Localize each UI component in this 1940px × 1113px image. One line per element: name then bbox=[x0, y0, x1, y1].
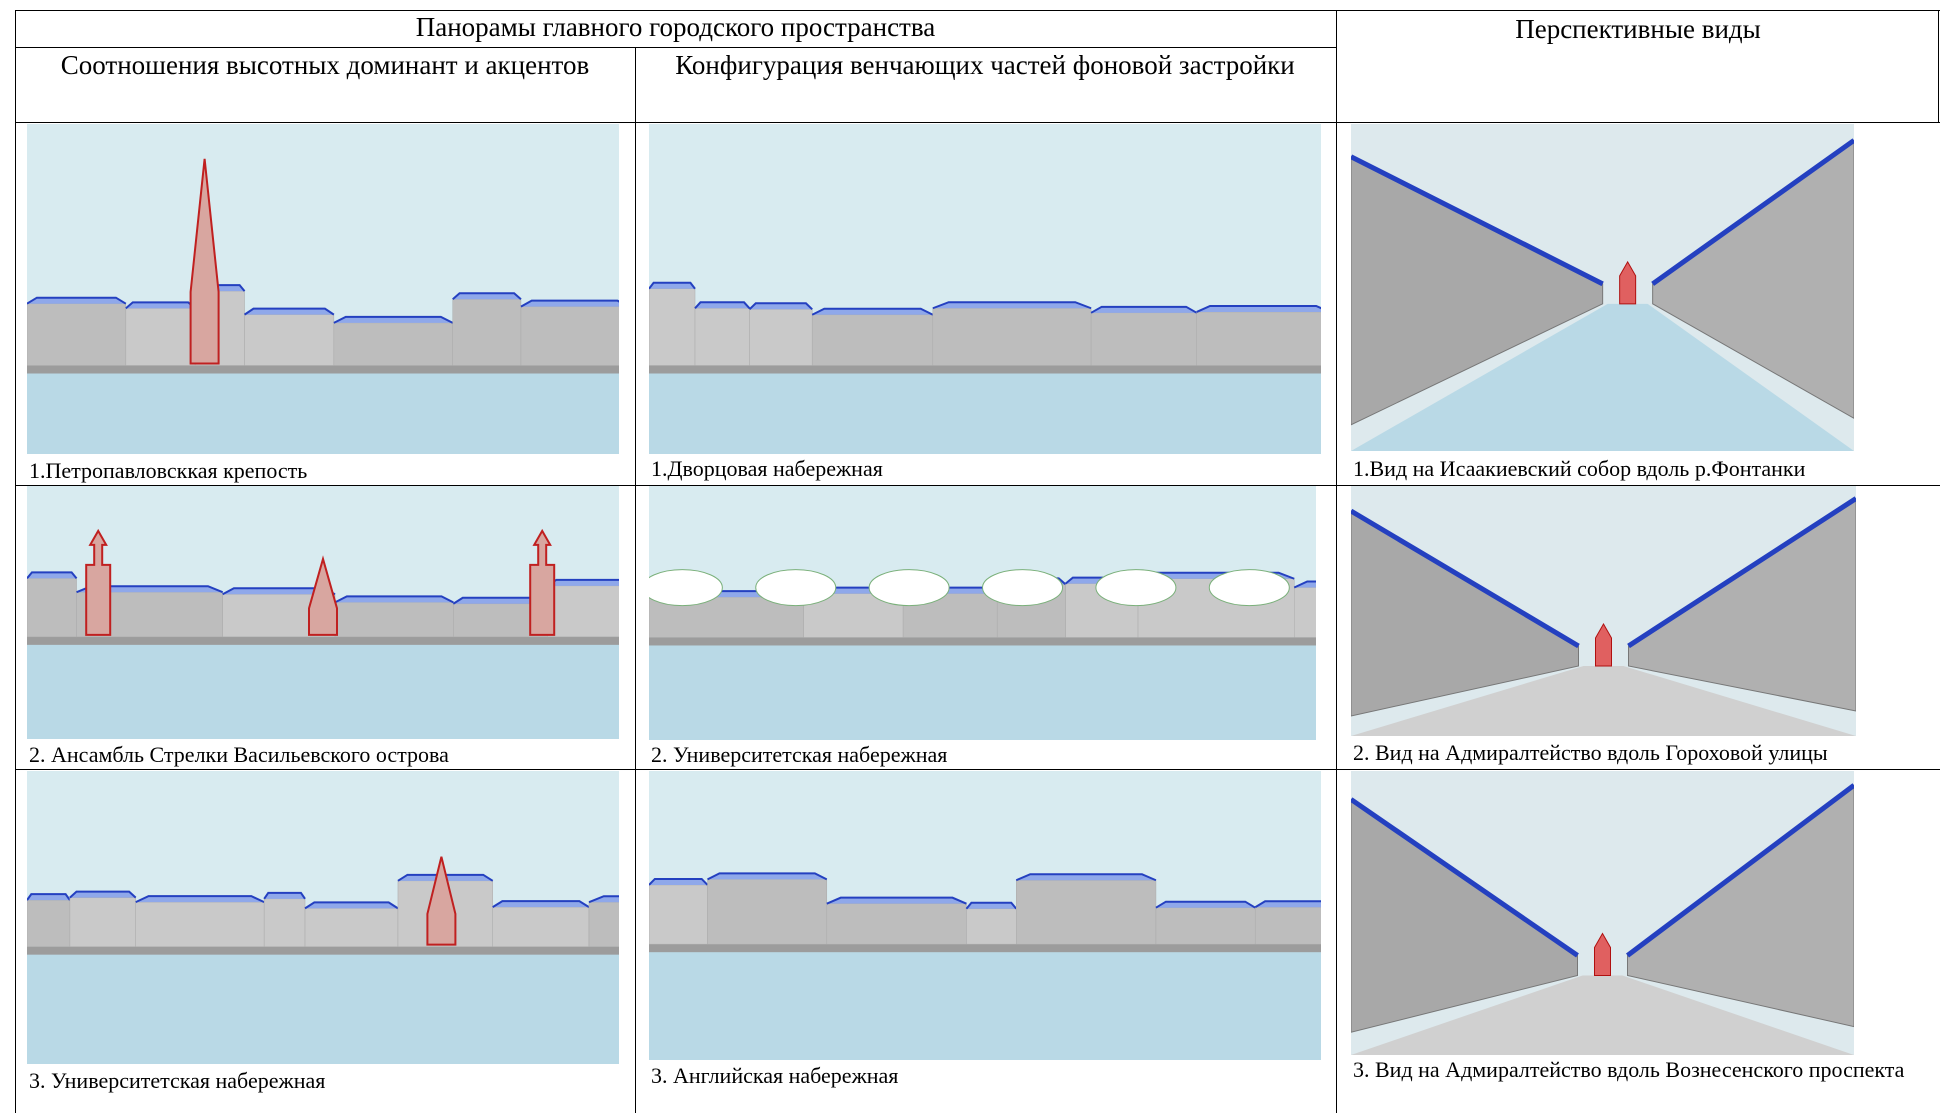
caption: 3. Университетская набережная bbox=[29, 1068, 326, 1093]
caption: 1.Вид на Исаакиевский собор вдоль р.Фонт… bbox=[1353, 456, 1806, 481]
table-rule bbox=[15, 10, 16, 1113]
table-rule bbox=[15, 769, 1940, 770]
table-rule bbox=[15, 10, 1940, 11]
table-rule bbox=[15, 47, 1336, 48]
illustration bbox=[649, 771, 1321, 1060]
illustration bbox=[649, 124, 1321, 454]
table-rule bbox=[1336, 10, 1337, 1113]
perspective-header: Перспективные виды bbox=[1515, 14, 1761, 44]
caption: 3. Вид на Адмиралтейство вдоль Вознесенс… bbox=[1353, 1057, 1905, 1082]
column-header: Соотношения высотных доминант и акцентов bbox=[60, 50, 590, 80]
table-rule bbox=[1938, 10, 1939, 122]
table-rule bbox=[15, 122, 1940, 123]
caption: 2. Вид на Адмиралтейство вдоль Гороховой… bbox=[1353, 740, 1828, 765]
caption: 1.Петропавловсккая крепость bbox=[29, 458, 308, 483]
illustration bbox=[27, 486, 619, 739]
table-rule bbox=[15, 485, 1940, 486]
illustration bbox=[1351, 124, 1854, 451]
caption: 3. Английская набережная bbox=[651, 1063, 899, 1088]
caption: 2. Ансамбль Стрелки Васильевского остров… bbox=[29, 742, 449, 767]
illustration bbox=[649, 486, 1316, 740]
illustration bbox=[27, 124, 619, 454]
illustration bbox=[27, 771, 619, 1064]
illustration bbox=[1351, 771, 1854, 1055]
caption: 2. Университетская набережная bbox=[651, 742, 948, 767]
column-header: Конфигурация венчающих частей фоновой за… bbox=[675, 50, 1295, 80]
group-header: Панорамы главного городского пространств… bbox=[415, 12, 936, 42]
illustration bbox=[1351, 486, 1856, 736]
caption: 1.Дворцовая набережная bbox=[651, 456, 883, 481]
table-rule bbox=[635, 47, 636, 1113]
